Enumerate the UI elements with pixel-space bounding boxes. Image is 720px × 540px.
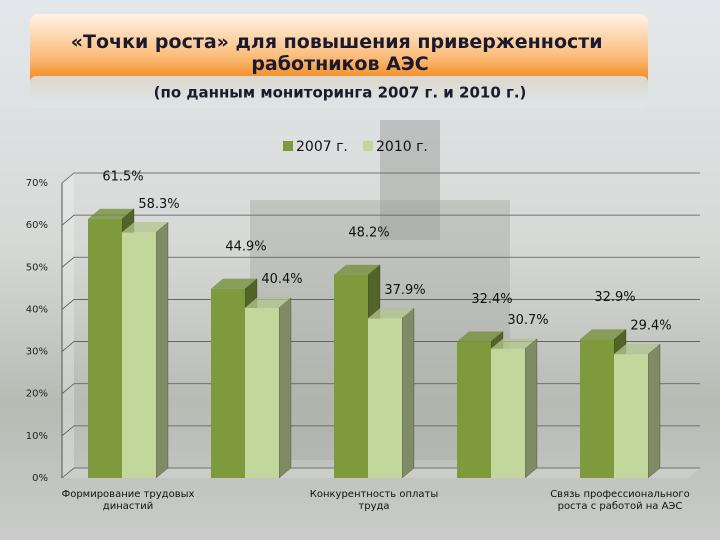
bar-top: [122, 222, 168, 233]
back-wall: [62, 173, 74, 478]
legend-label: 2010 г.: [376, 139, 428, 155]
bar-top: [491, 338, 537, 349]
bar: [614, 354, 648, 478]
bar-top: [334, 264, 380, 275]
bar: [245, 307, 279, 478]
bar: [368, 318, 402, 478]
value-label: 58.3%: [138, 197, 179, 212]
plant-tower: [380, 120, 440, 240]
y-tick-label: 0%: [32, 473, 48, 484]
value-label: 44.9%: [225, 239, 266, 254]
value-label: 37.9%: [384, 283, 425, 298]
value-label: 48.2%: [348, 225, 389, 240]
chart-title: «Точки роста» для повышения приверженнос…: [71, 31, 609, 75]
y-tick-label: 30%: [26, 347, 48, 358]
legend-swatch: [283, 141, 293, 151]
bar-side-shade: [648, 344, 660, 478]
grid-line: [61, 299, 700, 310]
x-tick-label: Конкурентность оплаты труда: [309, 489, 439, 512]
bar-side-shade: [402, 308, 414, 478]
value-label: 32.4%: [471, 292, 512, 307]
bar-top: [580, 329, 626, 340]
value-label: 30.7%: [507, 313, 548, 328]
y-tick-label: 10%: [26, 431, 48, 442]
bar: [457, 341, 491, 478]
value-label: 61.5%: [102, 169, 143, 184]
grid-line: [61, 214, 700, 226]
chart-title: работников АЭС: [251, 53, 428, 75]
grid-line: [61, 172, 700, 184]
bar-side-shade: [279, 297, 291, 478]
bar-top: [245, 297, 291, 308]
legend-label: 2007 г.: [296, 139, 348, 155]
y-tick-label: 50%: [26, 262, 48, 273]
x-tick-label: Связь профессионального роста с работой …: [550, 489, 690, 512]
chart-subtitle: (по данным мониторинга 2007 г. и 2010 г.…: [154, 84, 527, 102]
bar: [211, 288, 245, 478]
y-tick-label: 70%: [26, 178, 48, 189]
value-label: 32.9%: [594, 290, 635, 305]
y-tick-label: 40%: [26, 304, 48, 315]
bar-top: [368, 308, 414, 319]
grid-line: [61, 256, 700, 268]
value-label: 29.4%: [630, 319, 671, 334]
legend-swatch: [363, 141, 373, 151]
bar-top: [88, 208, 134, 219]
y-tick-label: 20%: [26, 389, 48, 400]
bar-top: [457, 331, 503, 342]
bar: [122, 232, 156, 478]
bar: [334, 274, 368, 478]
x-tick-label: Формирование трудовых династий: [61, 489, 195, 512]
bar: [580, 339, 614, 478]
bar-top: [211, 278, 257, 289]
chart-title: «Точки роста» для повышения приверженнос…: [71, 31, 603, 53]
bar-side-shade: [156, 222, 168, 478]
bar-top: [614, 344, 660, 355]
y-tick-label: 60%: [26, 220, 48, 231]
bar: [491, 348, 525, 478]
bar: [88, 218, 122, 479]
bar-side-shade: [525, 338, 537, 478]
subtitle-banner: [30, 76, 648, 108]
value-label: 40.4%: [261, 272, 302, 287]
